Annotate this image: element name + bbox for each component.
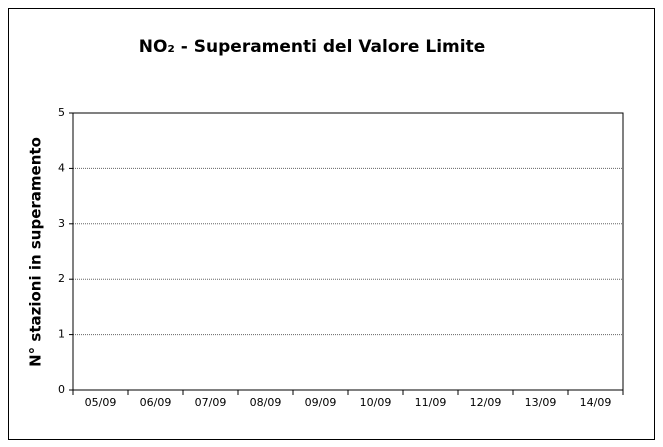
x-tick-label: 07/09: [195, 396, 227, 409]
x-tick-label: 08/09: [250, 396, 282, 409]
y-tick-label: 0: [58, 383, 65, 396]
y-tick-label: 2: [58, 272, 65, 285]
x-tick-label: 10/09: [360, 396, 392, 409]
x-tick-label: 14/09: [580, 396, 612, 409]
x-tick-label: 05/09: [85, 396, 117, 409]
chart-title: NO₂ - Superamenti del Valore Limite: [139, 37, 485, 57]
y-tick-label: 4: [58, 161, 65, 174]
x-tick-label: 13/09: [525, 396, 557, 409]
x-tick-label: 09/09: [305, 396, 337, 409]
y-tick-label: 3: [58, 217, 65, 230]
y-tick-label: 1: [58, 328, 65, 341]
y-tick-label: 5: [58, 106, 65, 119]
x-tick-label: 06/09: [140, 396, 172, 409]
y-axis-label: N° stazioni in superamento: [27, 137, 45, 367]
x-tick-label: 12/09: [470, 396, 502, 409]
x-tick-label: 11/09: [415, 396, 447, 409]
